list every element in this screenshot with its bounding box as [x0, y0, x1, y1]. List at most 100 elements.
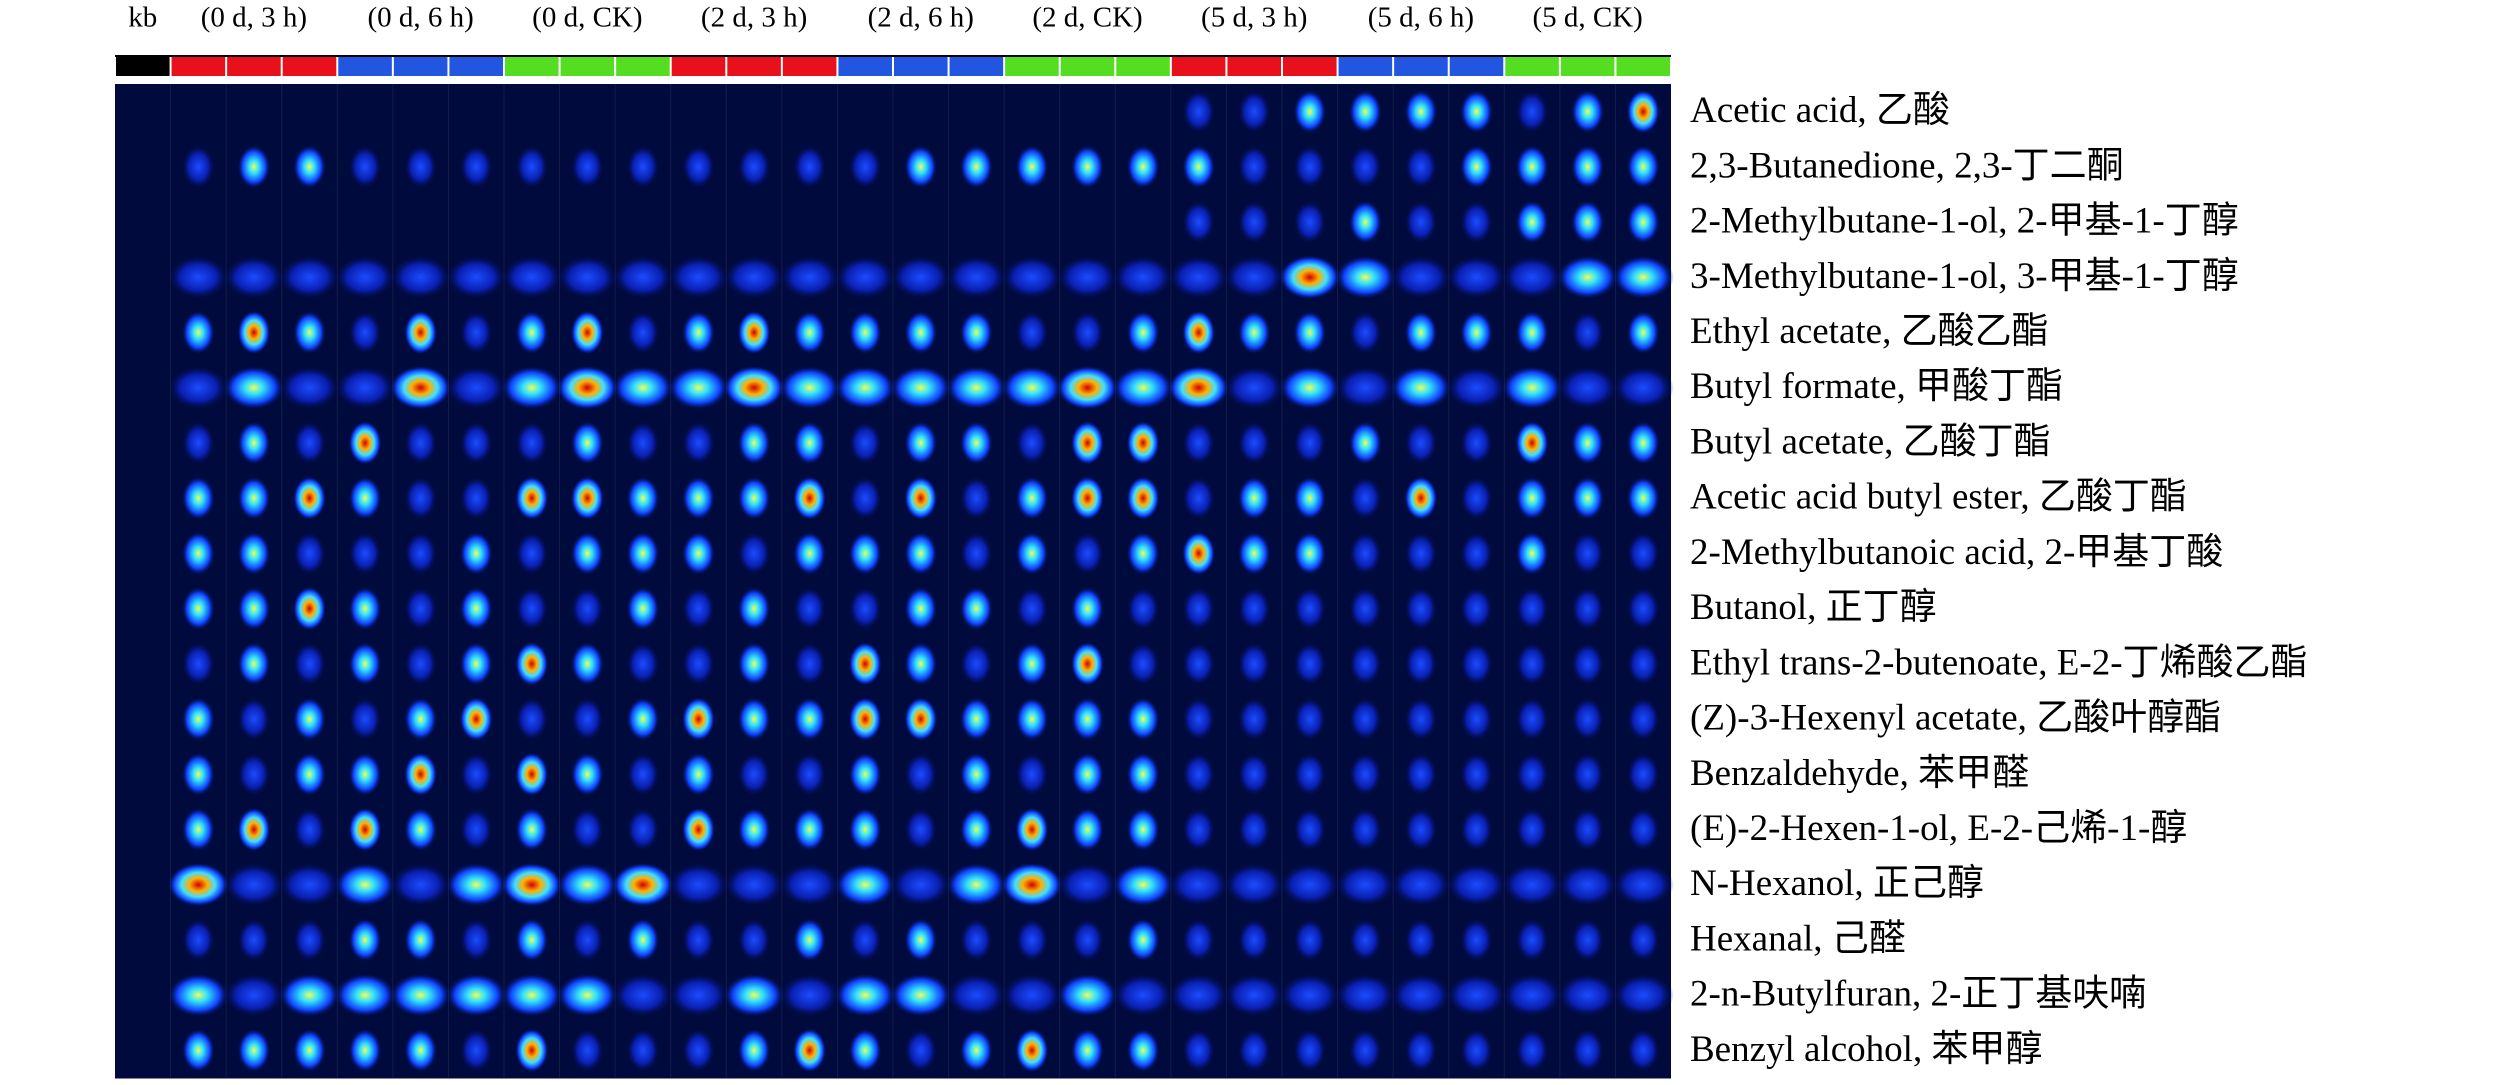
- blob: [556, 255, 618, 300]
- blob: [1070, 807, 1105, 852]
- blob: [626, 1028, 660, 1073]
- blob: [626, 310, 660, 355]
- blob: [737, 752, 771, 797]
- group-color: [727, 56, 781, 76]
- blob: [167, 862, 229, 907]
- blob: [1515, 476, 1549, 521]
- blob: [1223, 365, 1285, 410]
- blob: [1181, 144, 1216, 189]
- blob: [1070, 586, 1105, 631]
- blob: [1557, 862, 1619, 907]
- blob: [1015, 420, 1049, 466]
- blob: [1293, 531, 1327, 576]
- blob: [237, 752, 271, 797]
- blob: [1237, 586, 1271, 631]
- blob: [723, 862, 785, 907]
- blob: [1181, 917, 1216, 963]
- blob: [1515, 917, 1549, 963]
- blob: [1015, 586, 1049, 631]
- blob: [181, 1028, 216, 1073]
- blob: [1126, 310, 1160, 355]
- group-color: [1171, 56, 1226, 76]
- blob: [626, 917, 660, 963]
- blob: [237, 586, 271, 631]
- blob: [459, 917, 493, 963]
- blob: [1181, 420, 1216, 466]
- blob: [515, 144, 549, 189]
- blob: [1459, 420, 1494, 466]
- blob: [348, 476, 382, 521]
- blob: [1459, 531, 1494, 576]
- blob: [681, 531, 716, 576]
- blob: [779, 365, 841, 410]
- blob: [334, 255, 396, 300]
- blob: [1293, 476, 1327, 521]
- blob: [403, 420, 438, 466]
- blob: [1570, 1028, 1605, 1073]
- blob: [292, 641, 327, 686]
- blob: [848, 641, 882, 686]
- blob: [403, 476, 438, 521]
- group-color: [449, 56, 503, 76]
- blob: [515, 917, 549, 963]
- blob: [459, 531, 493, 576]
- blob: [737, 476, 771, 521]
- blob: [403, 641, 438, 686]
- blob: [1445, 255, 1508, 300]
- blob: [1237, 476, 1271, 521]
- blob: [515, 752, 549, 797]
- blob: [1612, 365, 1674, 410]
- blob: [292, 531, 327, 576]
- blob: [904, 917, 938, 963]
- blob: [348, 807, 382, 852]
- blob: [348, 144, 382, 189]
- blob: [1334, 862, 1396, 907]
- blob: [848, 310, 882, 355]
- blob: [1570, 752, 1605, 797]
- blob: [1056, 973, 1119, 1018]
- blob: [626, 144, 660, 189]
- row-label: 2,3-Butanedione, 2,3-丁二酮: [1690, 145, 2124, 186]
- row-label: (E)-2-Hexen-1-ol, E-2-己烯-1-醇: [1690, 807, 2187, 849]
- blob: [1390, 255, 1452, 300]
- blob: [570, 917, 605, 963]
- blob: [667, 862, 730, 907]
- blob: [1237, 89, 1271, 134]
- blob: [515, 641, 549, 686]
- blob: [292, 476, 327, 521]
- blob: [223, 973, 285, 1018]
- blob: [959, 917, 994, 963]
- blob: [403, 144, 438, 189]
- blob: [959, 476, 994, 521]
- blob: [1293, 641, 1327, 686]
- group-color: [1394, 56, 1448, 76]
- group-color: [1616, 56, 1670, 76]
- blob: [681, 1028, 716, 1073]
- blob: [737, 586, 771, 631]
- blob: [1626, 807, 1660, 852]
- blob: [1501, 973, 1563, 1018]
- blob: [848, 476, 882, 521]
- blob: [626, 641, 660, 686]
- blob: [181, 144, 216, 189]
- blob: [278, 255, 341, 300]
- blob: [904, 144, 938, 189]
- blob: [1348, 586, 1383, 631]
- blob: [181, 420, 216, 466]
- blob: [1015, 1028, 1049, 1073]
- blob: [1001, 255, 1063, 300]
- blob: [1126, 531, 1160, 576]
- blob: [1570, 531, 1605, 576]
- blob: [1404, 420, 1438, 466]
- blob: [292, 1028, 327, 1073]
- blob: [237, 310, 271, 355]
- blob: [626, 586, 660, 631]
- group-color: [227, 56, 281, 76]
- blob: [626, 420, 660, 466]
- blob: [403, 917, 438, 963]
- blob: [848, 420, 882, 466]
- blob: [1293, 752, 1327, 797]
- blob: [959, 752, 994, 797]
- blob: [1056, 862, 1119, 907]
- blob: [834, 255, 896, 300]
